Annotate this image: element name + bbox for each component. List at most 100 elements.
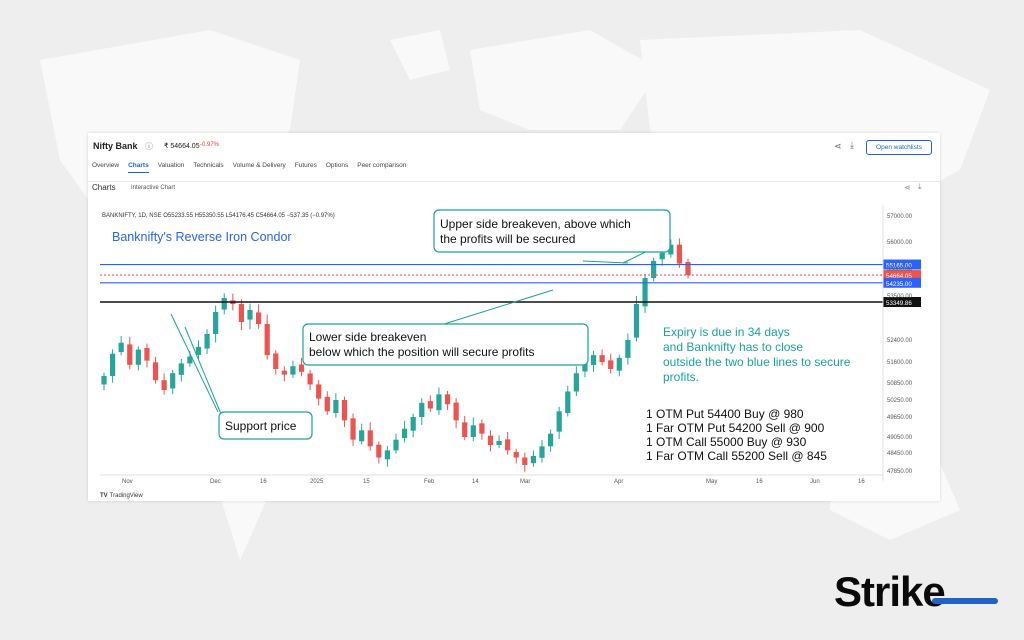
level-label-bg — [883, 277, 921, 288]
candle-body — [608, 360, 614, 369]
candle-body — [341, 400, 348, 421]
candle-body — [264, 324, 270, 356]
candle-body — [161, 380, 167, 391]
strike-logo-bar — [932, 598, 998, 604]
candle-body — [298, 364, 305, 372]
candle-body — [118, 342, 124, 353]
x-tick-label: 14 — [472, 479, 479, 485]
candle-body — [281, 370, 287, 375]
level-label: 53349.86 — [886, 300, 912, 307]
share-icon[interactable]: ⋖ — [834, 141, 842, 151]
upper-breakeven-line1: Upper side breakeven, above which — [440, 217, 631, 231]
candle-body — [273, 353, 279, 369]
candle-body — [247, 310, 253, 320]
lower-breakeven-line2: below which the position will secure pro… — [309, 345, 534, 359]
candle-body — [642, 278, 648, 307]
leg-1: 1 OTM Put 54400 Buy @ 980 — [646, 407, 804, 421]
nav-tabs: Overview Charts Valuation Technicals Vol… — [92, 162, 406, 173]
tab-options[interactable]: Options — [325, 162, 349, 169]
candle-body — [470, 425, 476, 437]
info-icon[interactable]: ⓘ — [145, 142, 153, 151]
candle-body — [238, 304, 245, 322]
chart-mode-label: Interactive Chart — [131, 185, 176, 191]
x-axis: Nov Dec 16 2025 15 Feb 14 Mar Apr May 16 Jun 16 — [100, 474, 883, 485]
candle-body — [651, 260, 657, 278]
y-tick-label: 47850.00 — [887, 469, 913, 475]
lower-breakeven-box — [302, 323, 589, 366]
candle-body — [307, 373, 313, 385]
tab-overview[interactable]: Overview — [92, 162, 120, 169]
candle-body — [135, 349, 141, 365]
candle-body — [324, 396, 330, 412]
level-label: 54664.05 — [886, 273, 912, 280]
tab-valuation[interactable]: Valuation — [157, 162, 185, 169]
charts-heading: Charts — [92, 183, 116, 192]
support-label: Support price — [225, 419, 297, 433]
page-header: Nifty Bank ⓘ ₹ 54664.05 -0.97% ⋖ ⤓ Open … — [88, 133, 940, 182]
y-axis: 57000.00 56000.00 55000.00 53500.00 52400.00… — [882, 205, 913, 481]
candle-body — [376, 444, 382, 458]
x-tick-label: May — [706, 479, 717, 485]
chart-download-icon[interactable]: ⤓ — [918, 182, 922, 191]
expiry-note-line1: Expiry is due in 34 days — [663, 325, 790, 339]
candle-body — [367, 430, 373, 447]
candle-body — [462, 422, 468, 437]
candle-body — [513, 451, 519, 458]
y-tick-label: 52400.00 — [887, 338, 913, 344]
tab-peer-comparison[interactable]: Peer comparison — [357, 162, 407, 169]
chart-panel: Nifty Bank ⓘ ₹ 54664.05 -0.97% ⋖ ⤓ Open … — [88, 133, 940, 501]
candle-body — [213, 312, 219, 334]
y-tick-label: 50250.00 — [887, 398, 913, 404]
candle-body — [144, 347, 150, 361]
chart-share-icon[interactable]: ⋖ — [904, 183, 911, 192]
candle-body — [152, 362, 159, 381]
candle-body — [333, 400, 339, 414]
chart-title: Banknifty's Reverse Iron Condor — [112, 230, 292, 244]
expiry-note-line2: and Banknifty has to close — [663, 340, 803, 354]
candle-body — [625, 340, 631, 358]
expiry-note-line4: profits. — [663, 370, 699, 384]
candle-body — [573, 373, 579, 392]
y-tick-label: 48450.00 — [887, 451, 913, 457]
candle-body — [633, 304, 640, 338]
candle-body — [101, 376, 107, 385]
candle-body — [582, 363, 588, 372]
tab-volume-delivery[interactable]: Volume & Delivery — [232, 162, 286, 169]
x-tick-label: Mar — [520, 479, 530, 485]
support-pointer — [170, 313, 219, 413]
upper-breakeven-line2: the profits will be secured — [440, 232, 575, 246]
candle-body — [427, 401, 433, 409]
candle-body — [685, 261, 691, 276]
candle-body — [410, 417, 416, 431]
candle-body — [195, 346, 202, 355]
candle-body — [505, 439, 511, 451]
candle-body — [599, 355, 605, 362]
x-tick-label: Apr — [614, 479, 623, 485]
candle-body — [401, 428, 408, 439]
candle-body — [436, 394, 442, 411]
x-tick-label: 15 — [363, 479, 370, 485]
tab-charts[interactable]: Charts — [128, 162, 149, 173]
x-tick-label: 16 — [858, 479, 865, 485]
level-label: 54235.00 — [886, 281, 912, 288]
leg-3: 1 OTM Call 55000 Buy @ 930 — [646, 435, 807, 449]
support-pointer-2 — [184, 326, 222, 415]
candle-body — [393, 439, 399, 451]
strike-logo: Strike — [834, 568, 946, 615]
level-label: 55165.00 — [886, 263, 912, 270]
leg-4: 1 Far OTM Call 55200 Sell @ 845 — [646, 449, 827, 463]
candle-body — [109, 353, 116, 376]
open-watchlists-button[interactable]: Open watchlists — [866, 140, 932, 155]
candle-body — [547, 433, 554, 447]
support-box — [218, 411, 313, 440]
tab-technicals[interactable]: Technicals — [193, 162, 224, 169]
tab-futures[interactable]: Futures — [294, 162, 317, 169]
x-tick-label: 2025 — [310, 479, 324, 485]
candle-body — [384, 450, 391, 460]
download-icon[interactable]: ⤓ — [850, 140, 854, 150]
candle-body — [590, 355, 597, 366]
candle-body — [170, 373, 176, 389]
level-label-bg — [883, 270, 921, 281]
